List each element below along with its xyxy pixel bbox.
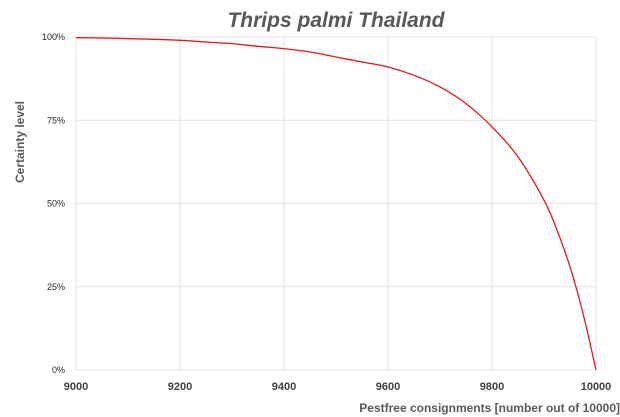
chart-title: Thrips palmi Thailand xyxy=(227,9,445,32)
x-tick-label: 9200 xyxy=(168,381,192,393)
x-tick-label: 9800 xyxy=(480,381,504,393)
x-tick-label: 9600 xyxy=(376,381,400,393)
y-tick-label: 25% xyxy=(47,282,65,292)
x-tick-label: 9000 xyxy=(64,381,88,393)
x-tick-label: 10000 xyxy=(581,381,612,393)
y-tick-label: 0% xyxy=(52,365,65,375)
x-axis-title: Pestfree consignments [number out of 100… xyxy=(359,401,620,415)
gridlines xyxy=(75,36,597,371)
certainty-curve xyxy=(75,37,597,371)
y-tick-label: 75% xyxy=(47,115,65,125)
axis-ticks: 0% 25% 50% 75% 100% 9000 9200 9400 9600 9800 10000 xyxy=(42,32,611,393)
y-tick-label: 50% xyxy=(47,199,65,209)
series-layer xyxy=(75,37,597,371)
y-tick-label: 100% xyxy=(42,32,65,42)
y-axis-title: Certainty level xyxy=(13,101,27,183)
x-tick-label: 9400 xyxy=(272,381,296,393)
